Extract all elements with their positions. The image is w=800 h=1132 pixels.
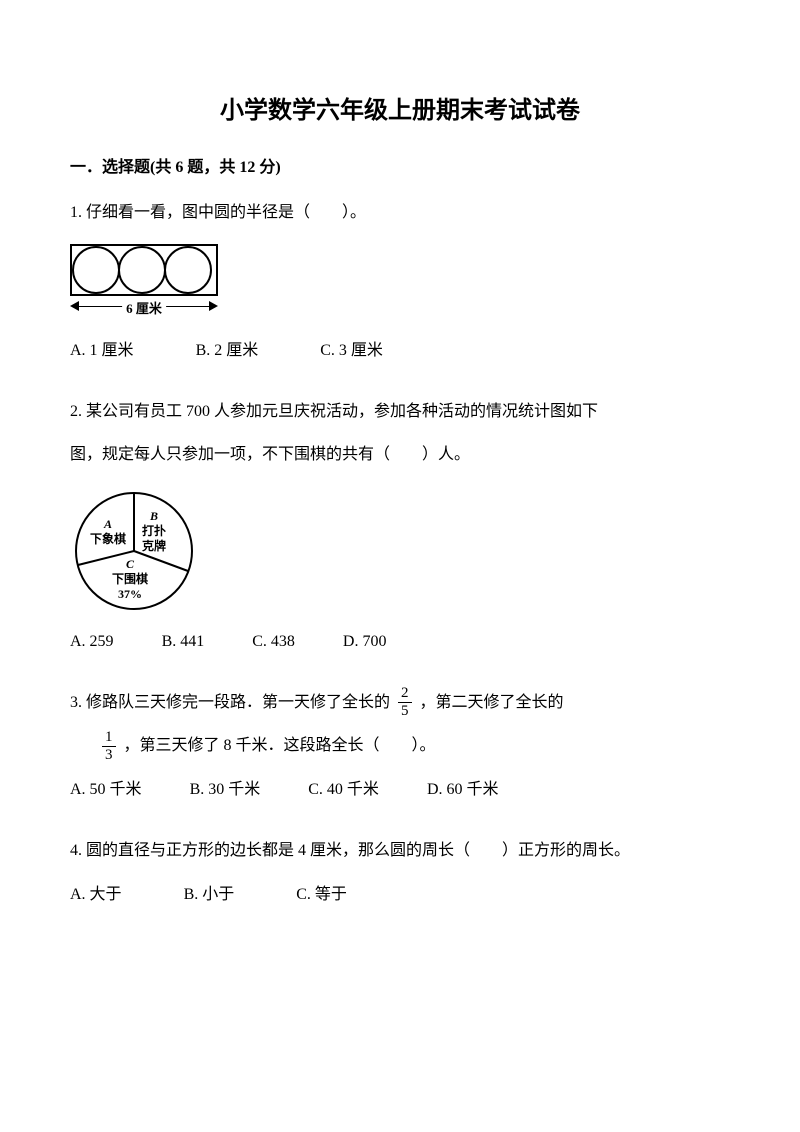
q2-opt-c: C. 438 — [252, 633, 295, 651]
pie-a-label: 下象棋 — [90, 532, 126, 546]
pie-b-label: 打扑 克牌 — [142, 524, 166, 553]
pie-c: C 下围棋 37% — [112, 557, 148, 602]
frac-num: 2 — [398, 686, 412, 703]
q3-p1: 3. 修路队三天修完一段路．第一天修了全长的 — [70, 694, 390, 711]
q4-opt-a: A. 大于 — [70, 880, 122, 904]
q4-options: A. 大于 B. 小于 C. 等于 — [70, 880, 730, 904]
q1-options: A. 1 厘米 B. 2 厘米 C. 3 厘米 — [70, 336, 730, 360]
q2-text-l2: 图，规定每人只参加一项，不下围棋的共有（ ）人。 — [70, 437, 730, 472]
q3-opt-a: A. 50 千米 — [70, 775, 142, 799]
pie-b-letter: B — [150, 509, 158, 523]
pie-c-label: 下围棋 — [112, 572, 148, 586]
frac-num: 1 — [102, 730, 116, 747]
q2-opt-a: A. 259 — [70, 633, 114, 651]
q4-opt-b: B. 小于 — [184, 880, 235, 904]
fraction-2-5: 2 5 — [398, 686, 412, 719]
q1-opt-b: B. 2 厘米 — [196, 336, 259, 360]
q3-options: A. 50 千米 B. 30 千米 C. 40 千米 D. 60 千米 — [70, 775, 730, 799]
q2-text-l1: 2. 某公司有员工 700 人参加元旦庆祝活动，参加各种活动的情况统计图如下 — [70, 394, 730, 429]
q1-opt-a: A. 1 厘米 — [70, 336, 134, 360]
q1-rect — [70, 244, 218, 296]
exam-page: 小学数学六年级上册期末考试试卷 一．选择题(共 6 题，共 12 分) 1. 仔… — [0, 0, 800, 954]
q3-opt-b: B. 30 千米 — [190, 775, 261, 799]
q2-opt-b: B. 441 — [162, 633, 205, 651]
q2-opt-d: D. 700 — [343, 633, 387, 651]
pie-b: B 打扑 克牌 — [142, 509, 166, 554]
q1-dim-label: 6 厘米 — [122, 298, 166, 317]
arrow-right-icon — [209, 301, 218, 311]
q3-line2: 1 3 ，第三天修了 8 千米．这段路全长（ ）。 — [70, 728, 730, 763]
fraction-1-3: 1 3 — [102, 730, 116, 763]
q2-pie-chart: A 下象棋 B 打扑 克牌 C 下围棋 37% — [70, 487, 198, 615]
q1-dimension: 6 厘米 — [70, 298, 218, 318]
q1-circle — [72, 246, 120, 294]
q3-line1: 3. 修路队三天修完一段路．第一天修了全长的 2 5 ，第二天修了全长的 — [70, 685, 730, 720]
q1-opt-c: C. 3 厘米 — [320, 336, 383, 360]
q1-text: 1. 仔细看一看，图中圆的半径是（ ）。 — [70, 195, 730, 230]
q1-figure: 6 厘米 — [70, 244, 218, 318]
q3-p3: ，第三天修了 8 千米．这段路全长（ ）。 — [124, 737, 436, 754]
q1-circle — [118, 246, 166, 294]
q3-opt-d: D. 60 千米 — [427, 775, 499, 799]
page-title: 小学数学六年级上册期末考试试卷 — [70, 90, 730, 125]
frac-den: 3 — [102, 747, 116, 763]
q3-opt-c: C. 40 千米 — [308, 775, 379, 799]
q4-text: 4. 圆的直径与正方形的边长都是 4 厘米，那么圆的周长（ ）正方形的周长。 — [70, 833, 730, 868]
pie-c-letter: C — [126, 557, 134, 571]
q2-options: A. 259 B. 441 C. 438 D. 700 — [70, 633, 730, 651]
q4-opt-c: C. 等于 — [296, 880, 347, 904]
q1-circle — [164, 246, 212, 294]
pie-a: A 下象棋 — [90, 517, 126, 547]
pie-c-pct: 37% — [118, 587, 142, 601]
frac-den: 5 — [398, 703, 412, 719]
pie-a-letter: A — [104, 517, 112, 531]
q3-p2: ，第二天修了全长的 — [420, 694, 564, 711]
section-1-header: 一．选择题(共 6 题，共 12 分) — [70, 153, 730, 177]
